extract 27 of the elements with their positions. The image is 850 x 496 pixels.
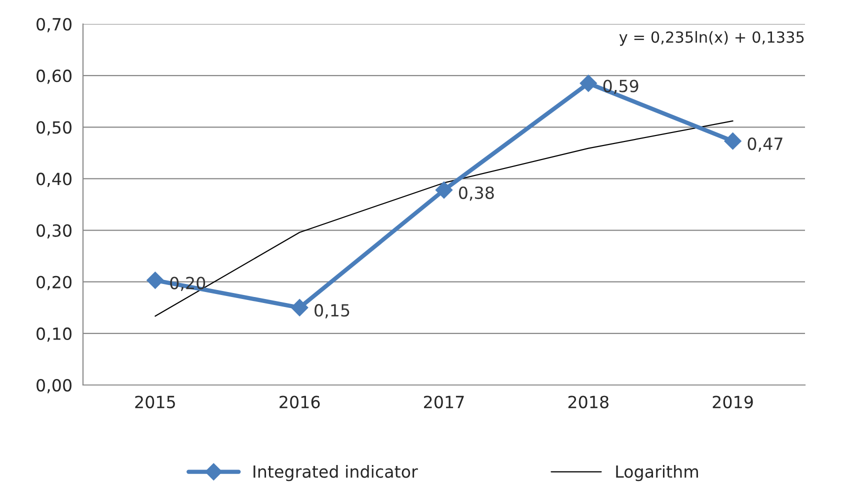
data-label: 0,59 <box>603 80 638 94</box>
point <box>435 182 453 199</box>
data-label: 0,47 <box>748 137 782 152</box>
point <box>291 299 308 316</box>
point <box>724 132 742 150</box>
y-tick-label: 0,70 <box>36 18 72 32</box>
line-series <box>154 120 734 317</box>
x-tick-label: 2016 <box>280 396 320 408</box>
x-tick-label: 2019 <box>712 396 753 408</box>
y-tick-label: 0,30 <box>36 224 72 239</box>
y-tick-label: 0,10 <box>36 327 72 342</box>
point <box>146 272 164 289</box>
data-label: 0,15 <box>314 304 350 318</box>
x-tick-label: 2015 <box>135 396 175 408</box>
data-label: 0,20 <box>170 276 206 292</box>
x-tick-label: 2018 <box>568 396 608 408</box>
y-tick-label: 0,00 <box>36 378 72 394</box>
legend-label: Integrated indicator <box>254 464 418 482</box>
x-tick-label: 2017 <box>424 396 464 408</box>
y-tick-label: 0,50 <box>36 121 72 136</box>
legend-label: Logarithm <box>616 464 698 482</box>
annotation: y = 0,235ln(x) + 0,1335 <box>619 31 804 46</box>
y-tick-label: 0,20 <box>36 276 72 290</box>
data-label: 0,38 <box>458 186 494 201</box>
y-tick-label: 0,40 <box>36 172 72 187</box>
point <box>580 74 597 92</box>
y-tick-label: 0,60 <box>36 70 72 84</box>
